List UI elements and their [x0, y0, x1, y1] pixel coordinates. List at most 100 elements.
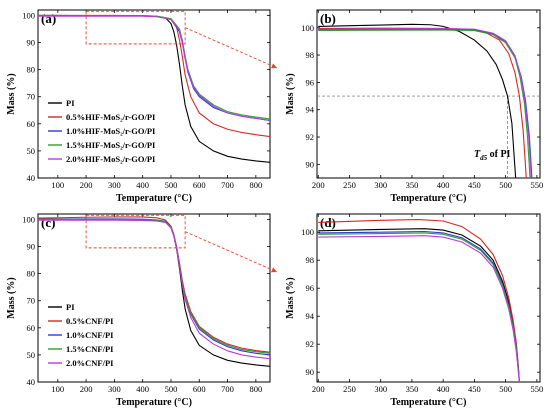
y-tick-label: 60	[27, 323, 36, 333]
plot-frame	[37, 213, 271, 383]
y-tick-label: 40	[27, 377, 36, 387]
chart-panel-1: 200 250 300 350 400 450 500 550 90 92 94 96 98 100 Tem…	[285, 9, 544, 204]
y-axis-title: Mass (%)	[285, 277, 296, 318]
plot-frame	[316, 9, 541, 179]
x-tick-label: 800	[249, 384, 262, 394]
y-tick-label: 40	[27, 173, 36, 183]
x-tick-label: 200	[312, 180, 325, 190]
annotation-main: T	[474, 149, 481, 160]
annotation-text: Td5 of PI	[474, 149, 511, 162]
y-axis-title: Mass (%)	[285, 73, 296, 114]
x-axis-title: Temperature (°C)	[391, 193, 467, 204]
legend-label-1: 0.5%CNF/PI	[66, 316, 114, 326]
x-tick-label: 400	[437, 180, 450, 190]
x-axis-title: Temperature (°C)	[391, 397, 467, 408]
x-tick-label: 400	[437, 384, 450, 394]
series-line-4	[38, 15, 270, 121]
annotation-subscript: d5	[480, 154, 488, 162]
y-tick-label: 100	[301, 23, 314, 33]
x-tick-label: 350	[406, 384, 419, 394]
x-tick-label: 250	[343, 180, 356, 190]
series-line-4	[318, 235, 520, 382]
legend-label-2: 1.0%CNF/PI	[66, 330, 114, 340]
y-tick-label: 94	[306, 105, 315, 115]
x-tick-label: 200	[80, 180, 93, 190]
x-tick-label: 300	[374, 180, 387, 190]
y-tick-label: 96	[306, 283, 315, 293]
y-tick-label: 70	[27, 92, 36, 102]
x-tick-label: 700	[221, 180, 234, 190]
series-group	[318, 219, 520, 382]
series-line-2	[318, 230, 520, 382]
zoom-connectors	[85, 10, 278, 273]
series-group	[38, 216, 270, 367]
x-tick-label: 250	[343, 384, 356, 394]
series-line-1	[318, 219, 520, 382]
chart-panel-2: 100 200 300 400 500 600 700 800 40 50 60 70 80 90 100 T…	[6, 213, 271, 408]
legend-label-0: PI	[66, 98, 75, 108]
plot-frame	[316, 213, 541, 383]
plot-frame	[37, 9, 271, 179]
y-tick-label: 92	[306, 132, 315, 142]
x-tick-label: 500	[499, 180, 512, 190]
legend-label-1: 0.5%HIF-MoS₂/r-GO/PI	[66, 112, 156, 122]
chart-panel-0: 100 200 300 400 500 600 700 800 40 50 60 70 80 90 100 T…	[6, 9, 271, 204]
y-tick-label: 50	[27, 146, 36, 156]
series-line-4	[38, 219, 270, 360]
panels: 100 200 300 400 500 600 700 800 40 50 60 70 80 90 100 T…	[6, 9, 544, 408]
y-tick-label: 98	[306, 50, 315, 60]
y-tick-label: 80	[27, 65, 36, 75]
x-tick-label: 300	[108, 384, 121, 394]
y-tick-label: 50	[27, 350, 36, 360]
x-tick-label: 200	[80, 384, 93, 394]
x-tick-label: 550	[531, 180, 544, 190]
annotation-suffix: of PI	[487, 149, 510, 160]
y-tick-label: 60	[27, 119, 36, 129]
y-tick-label: 96	[306, 77, 315, 87]
y-axis-title: Mass (%)	[6, 277, 17, 318]
panel-label: (c)	[41, 215, 55, 230]
x-tick-label: 500	[499, 384, 512, 394]
legend-label-3: 1.5%HIF-MoS₂/r-GO/PI	[66, 140, 156, 150]
x-tick-label: 400	[136, 180, 149, 190]
series-line-0	[318, 228, 520, 382]
x-axis-title: Temperature (°C)	[116, 193, 192, 204]
y-tick-label: 98	[306, 255, 315, 265]
x-tick-label: 600	[193, 384, 206, 394]
y-tick-label: 90	[27, 242, 36, 252]
y-tick-label: 70	[27, 296, 36, 306]
legend-label-2: 1.0%HIF-MoS₂/r-GO/PI	[66, 126, 156, 136]
y-tick-label: 100	[301, 227, 314, 237]
zoom-arrow-1	[184, 231, 278, 273]
x-axis-title: Temperature (°C)	[116, 397, 192, 408]
x-tick-label: 100	[51, 384, 64, 394]
legend-label-4: 2.0%CNF/PI	[66, 358, 114, 368]
x-tick-label: 800	[249, 180, 262, 190]
y-tick-label: 92	[306, 339, 315, 349]
chart-panel-3: 200 250 300 350 400 450 500 550 90 92 94 96 98 100 Tem…	[285, 213, 544, 408]
y-tick-label: 100	[22, 10, 35, 20]
x-tick-label: 700	[221, 384, 234, 394]
x-tick-label: 400	[136, 384, 149, 394]
series-group	[38, 14, 270, 163]
y-tick-label: 90	[306, 367, 315, 377]
x-tick-label: 300	[374, 384, 387, 394]
y-tick-label: 90	[306, 159, 315, 169]
x-tick-label: 450	[468, 384, 481, 394]
legend-label-0: PI	[66, 302, 75, 312]
x-tick-label: 200	[312, 384, 325, 394]
legend-label-4: 2.0%HIF-MoS₂/r-GO/PI	[66, 154, 156, 164]
x-tick-label: 500	[165, 180, 178, 190]
x-tick-label: 350	[406, 180, 419, 190]
y-tick-label: 94	[306, 311, 315, 321]
y-tick-label: 100	[22, 214, 35, 224]
y-axis-title: Mass (%)	[6, 73, 17, 114]
series-line-3	[318, 29, 531, 178]
x-tick-label: 550	[531, 384, 544, 394]
series-line-0	[318, 23, 517, 178]
zoom-arrow-0	[184, 27, 278, 69]
panel-label: (a)	[41, 11, 56, 26]
y-tick-label: 80	[27, 269, 36, 279]
x-tick-label: 600	[193, 180, 206, 190]
